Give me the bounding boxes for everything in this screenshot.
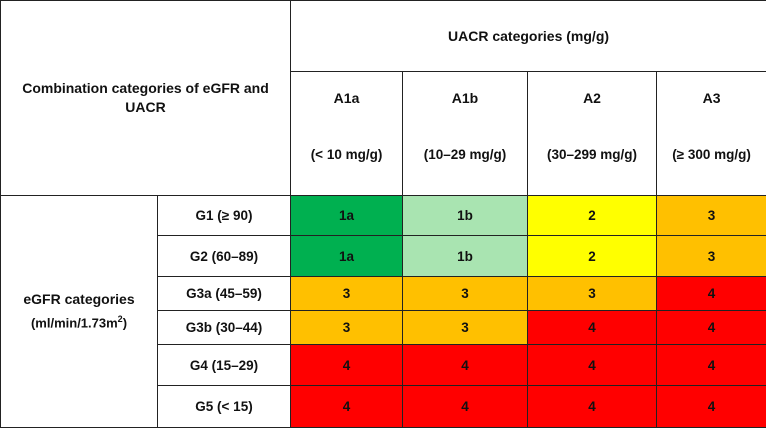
column-code: A2 <box>528 90 656 106</box>
column-code: A1a <box>291 90 402 106</box>
risk-cell: 4 <box>657 386 766 428</box>
column-header-a1a: A1a (< 10 mg/g) <box>291 72 403 196</box>
risk-cell: 1b <box>403 196 528 236</box>
combination-categories-label: Combination categories of eGFR and UACR <box>22 80 269 115</box>
risk-cell: 4 <box>657 311 766 345</box>
column-range: (< 10 mg/g) <box>291 147 402 162</box>
risk-cell: 4 <box>403 386 528 428</box>
column-range: (10–29 mg/g) <box>403 147 527 162</box>
risk-cell: 4 <box>403 345 528 386</box>
column-range: (≥ 300 mg/g) <box>657 147 766 162</box>
column-code: A3 <box>657 90 766 106</box>
risk-cell: 4 <box>657 277 766 311</box>
risk-cell: 4 <box>528 311 657 345</box>
table-row-g1: eGFR categories (ml/min/1.73m2) G1 (≥ 90… <box>1 196 766 236</box>
egfr-categories-label: eGFR categories <box>23 291 134 307</box>
risk-cell: 3 <box>291 311 403 345</box>
uacr-categories-header: UACR categories (mg/g) <box>291 1 766 72</box>
row-label-g3a: G3a (45–59) <box>158 277 291 311</box>
risk-cell: 3 <box>291 277 403 311</box>
risk-cell: 3 <box>403 311 528 345</box>
combination-categories-header: Combination categories of eGFR and UACR <box>1 1 291 196</box>
risk-cell: 3 <box>657 236 766 277</box>
risk-cell: 3 <box>657 196 766 236</box>
risk-cell: 2 <box>528 196 657 236</box>
row-label-g1: G1 (≥ 90) <box>158 196 291 236</box>
risk-cell: 3 <box>403 277 528 311</box>
column-header-a3: A3 (≥ 300 mg/g) <box>657 72 766 196</box>
risk-cell: 4 <box>528 386 657 428</box>
risk-cell: 2 <box>528 236 657 277</box>
column-header-a1b: A1b (10–29 mg/g) <box>403 72 528 196</box>
risk-cell: 4 <box>657 345 766 386</box>
row-label-g5: G5 (< 15) <box>158 386 291 428</box>
row-label-g4: G4 (15–29) <box>158 345 291 386</box>
risk-cell: 1a <box>291 236 403 277</box>
risk-cell: 4 <box>291 386 403 428</box>
egfr-categories-header: eGFR categories (ml/min/1.73m2) <box>1 196 158 428</box>
risk-cell: 1a <box>291 196 403 236</box>
column-header-a2: A2 (30–299 mg/g) <box>528 72 657 196</box>
egfr-unit-label: (ml/min/1.73m2) <box>1 309 157 333</box>
column-code: A1b <box>403 90 527 106</box>
row-label-g2: G2 (60–89) <box>158 236 291 277</box>
risk-cell: 1b <box>403 236 528 277</box>
row-label-g3b: G3b (30–44) <box>158 311 291 345</box>
risk-cell: 4 <box>528 345 657 386</box>
risk-cell: 4 <box>291 345 403 386</box>
column-range: (30–299 mg/g) <box>528 147 656 162</box>
uacr-categories-title: UACR categories (mg/g) <box>448 28 609 44</box>
risk-cell: 3 <box>528 277 657 311</box>
